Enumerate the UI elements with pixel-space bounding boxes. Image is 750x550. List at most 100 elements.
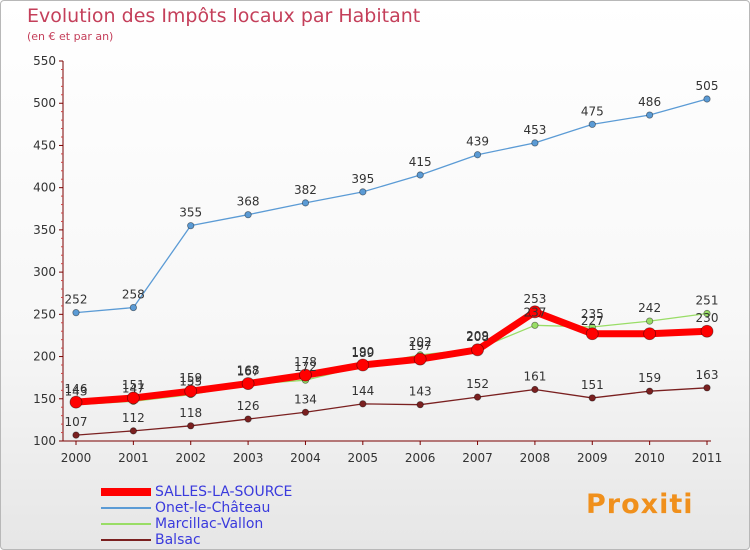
y-tick-label: 250 — [33, 307, 56, 321]
data-point — [646, 111, 654, 119]
data-point — [129, 427, 137, 435]
data-point — [244, 211, 252, 219]
x-tick-label: 2008 — [520, 451, 551, 465]
data-point — [531, 385, 539, 394]
x-tick-label: 2010 — [634, 451, 665, 465]
data-label: 382 — [294, 183, 317, 197]
data-point — [184, 384, 198, 398]
y-tick-label: 100 — [33, 434, 56, 448]
series-line — [75, 98, 708, 314]
data-point — [700, 324, 714, 338]
data-point — [473, 151, 482, 159]
data-point — [646, 317, 654, 325]
chart-legend: SALLES-LA-SOURCE Onet-le-Château Marcillac… — [101, 484, 292, 548]
data-point — [473, 393, 482, 401]
data-label: 395 — [351, 172, 374, 186]
data-label: 151 — [581, 378, 604, 392]
y-tick-label: 500 — [33, 96, 56, 110]
data-label: 167 — [237, 364, 260, 378]
data-label: 163 — [696, 368, 719, 382]
data-point — [588, 394, 596, 402]
data-label: 168 — [237, 364, 260, 378]
legend-swatch — [101, 523, 151, 525]
data-point — [301, 199, 310, 207]
x-tick-label: 2002 — [175, 451, 206, 465]
series-line — [72, 308, 711, 406]
data-point — [413, 352, 427, 366]
legend-swatch — [101, 488, 151, 496]
data-label: 230 — [696, 311, 719, 325]
data-label: 235 — [581, 307, 604, 321]
data-label: 253 — [523, 292, 546, 306]
data-point — [72, 431, 80, 439]
data-label: 161 — [523, 369, 546, 383]
data-point — [187, 222, 195, 230]
data-point — [416, 171, 424, 179]
data-label: 505 — [696, 79, 719, 93]
x-tick-label: 2003 — [233, 451, 264, 465]
data-point — [703, 384, 711, 392]
chart-title: Evolution des Impôts locaux par Habitant — [27, 5, 421, 27]
legend-label: Balsac — [155, 532, 201, 548]
x-tick-label: 2001 — [118, 451, 149, 465]
legend-item: SALLES-LA-SOURCE — [101, 484, 292, 500]
data-label: 475 — [581, 104, 604, 118]
data-point — [585, 327, 599, 341]
data-point — [703, 309, 711, 318]
data-label: 368 — [237, 195, 260, 209]
data-point — [528, 305, 542, 319]
data-point — [126, 391, 140, 405]
data-label: 151 — [122, 378, 145, 392]
data-point — [69, 395, 83, 409]
data-point — [72, 309, 80, 317]
y-tick-label: 450 — [33, 138, 56, 152]
chart-subtitle: (en € et par an) — [27, 30, 114, 43]
x-tick-label: 2006 — [405, 451, 436, 465]
data-label: 118 — [179, 406, 202, 420]
series-layer — [69, 95, 714, 439]
data-label: 155 — [179, 375, 202, 389]
data-point — [129, 303, 137, 312]
data-label: 152 — [466, 377, 489, 391]
legend-label: Marcillac-Vallon — [155, 516, 264, 532]
data-point — [187, 422, 195, 430]
data-label: 453 — [523, 123, 546, 137]
x-tick-label: 2004 — [290, 451, 321, 465]
legend-item: Onet-le-Château — [101, 500, 292, 516]
y-tick-label: 350 — [33, 223, 56, 237]
data-label: 208 — [466, 330, 489, 344]
y-tick-label: 550 — [33, 54, 56, 68]
data-label: 202 — [409, 335, 432, 349]
data-point — [301, 408, 310, 416]
data-label: 209 — [466, 329, 489, 343]
data-point — [703, 95, 711, 103]
data-label: 227 — [581, 314, 604, 328]
legend-item: Marcillac-Vallon — [101, 516, 292, 532]
legend-swatch — [101, 507, 151, 509]
data-point — [471, 343, 484, 357]
data-label: 415 — [409, 155, 432, 169]
data-label: 190 — [351, 345, 374, 359]
y-tick-label: 150 — [33, 392, 56, 406]
data-label: 252 — [65, 293, 88, 307]
x-tick-label: 2000 — [61, 451, 92, 465]
legend-label: Onet-le-Château — [155, 500, 271, 516]
data-label: 112 — [122, 411, 145, 425]
data-label: 134 — [294, 392, 317, 406]
data-label: 159 — [638, 371, 661, 385]
data-label: 172 — [294, 360, 317, 374]
data-label: 126 — [237, 399, 260, 413]
legend-label: SALLES-LA-SOURCE — [155, 484, 293, 500]
data-label: 355 — [179, 206, 202, 220]
data-point — [531, 321, 539, 329]
data-label: 143 — [65, 385, 88, 399]
data-label: 251 — [696, 293, 719, 307]
x-tick-label: 2009 — [577, 451, 608, 465]
legend-item: Balsac — [101, 532, 292, 548]
data-point — [359, 400, 367, 408]
chart-axes: 100 150 200 250 300 350 400 450 500 550 2000 2001 20… — [33, 54, 722, 465]
data-point — [531, 139, 539, 147]
data-label: 237 — [523, 305, 546, 319]
